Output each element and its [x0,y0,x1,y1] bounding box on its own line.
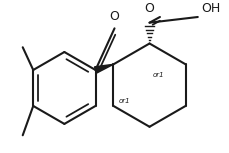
Polygon shape [94,64,113,73]
Text: O: O [144,2,154,15]
Text: O: O [109,10,119,23]
Text: or1: or1 [118,98,129,104]
Text: OH: OH [201,2,220,15]
Text: or1: or1 [152,72,163,78]
